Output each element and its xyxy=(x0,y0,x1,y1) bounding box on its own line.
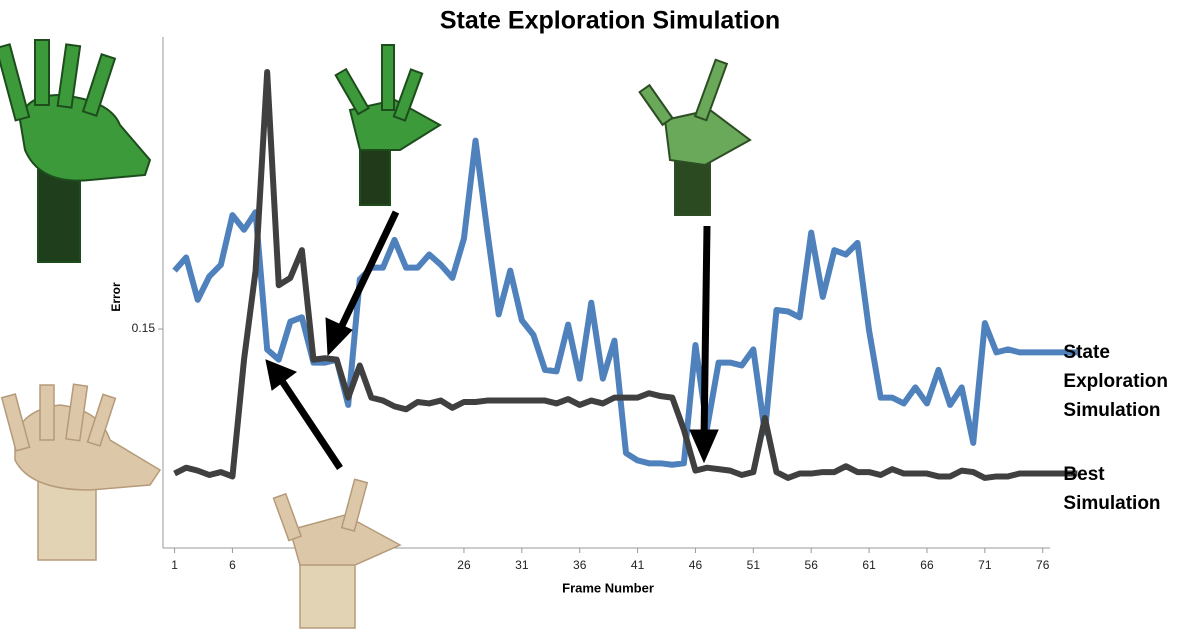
hand-model-image xyxy=(0,39,152,263)
arrows xyxy=(265,210,719,470)
hand-photo xyxy=(0,383,402,629)
x-tick-label: 6 xyxy=(229,558,236,572)
x-axis-label: Frame Number xyxy=(562,580,654,595)
series-label: State Exploration Simulation xyxy=(1063,342,1168,422)
x-tick-label: 56 xyxy=(805,558,819,572)
x-tick-label: 31 xyxy=(515,558,529,572)
x-tick-label: 41 xyxy=(631,558,645,572)
x-tick-label: 46 xyxy=(689,558,703,572)
x-tick-label: 61 xyxy=(862,558,876,572)
x-tick-label: 51 xyxy=(747,558,761,572)
hand-model-image xyxy=(334,44,442,206)
y-tick-label: 0.15 xyxy=(132,321,156,335)
hand-model-image xyxy=(638,58,752,216)
decorations xyxy=(0,39,752,629)
x-tick-label: 76 xyxy=(1036,558,1050,572)
x-tick-label: 71 xyxy=(978,558,992,572)
x-tick-label: 66 xyxy=(920,558,934,572)
x-tick-label: 36 xyxy=(573,558,587,572)
x-tick-label: 26 xyxy=(457,558,471,572)
series-line xyxy=(172,137,1078,468)
chart-title: State Exploration Simulation xyxy=(440,7,780,35)
plot-area: 0.15 1 6 26 31 36 41 46 51 56 61 66 71 76 xyxy=(132,37,1078,572)
y-axis-label: Error xyxy=(109,282,123,312)
series-label: Best Simulation xyxy=(1063,463,1161,514)
x-tick-label: 1 xyxy=(171,558,178,572)
series-line xyxy=(173,69,1078,481)
